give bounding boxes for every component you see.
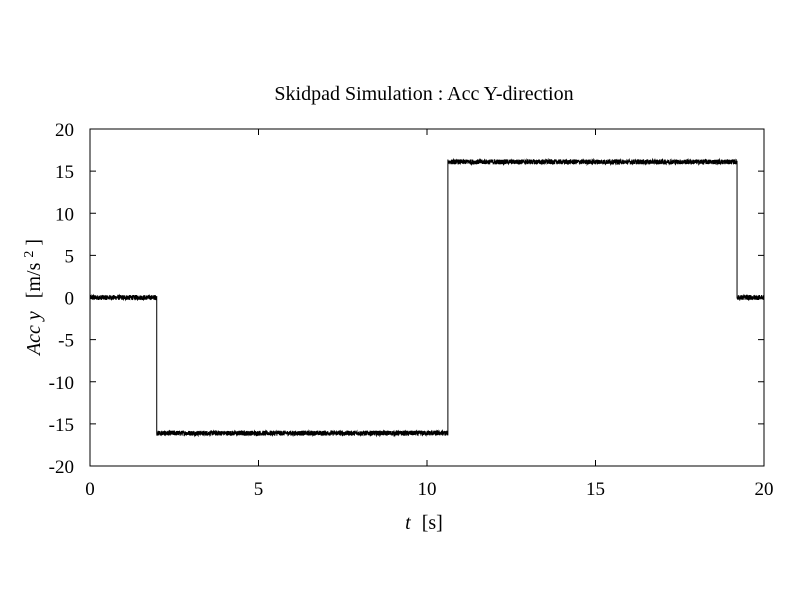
y-tick-label: -10 bbox=[49, 373, 74, 394]
y-axis-ticks bbox=[90, 128, 764, 467]
x-tick-label: 20 bbox=[755, 479, 774, 500]
y-tick-label: 0 bbox=[65, 289, 75, 310]
x-axis-label: t [s] bbox=[405, 512, 443, 534]
y-axis-label-variable: Acc y bbox=[23, 311, 45, 357]
x-axis-label-variable: t bbox=[405, 512, 411, 534]
y-tick-label: 5 bbox=[65, 246, 75, 267]
plot-frame bbox=[89, 128, 765, 467]
x-tick-label: 15 bbox=[586, 479, 605, 500]
chart-title: Skidpad Simulation : Acc Y-direction bbox=[274, 83, 573, 105]
y-tick-label: 20 bbox=[55, 120, 74, 141]
y-tick-label: 10 bbox=[55, 204, 74, 225]
x-tick-label: 0 bbox=[85, 479, 95, 500]
x-axis-ticks bbox=[89, 129, 765, 466]
y-tick-label: -5 bbox=[58, 331, 74, 352]
x-axis-label-unit: [s] bbox=[422, 512, 443, 534]
x-tick-label: 10 bbox=[418, 479, 437, 500]
y-tick-label: -15 bbox=[49, 415, 74, 436]
y-axis-label-superscript: 2 bbox=[22, 251, 37, 258]
x-axis-tick-labels: 0 5 10 15 20 bbox=[85, 479, 773, 500]
y-tick-label: -20 bbox=[49, 457, 74, 478]
y-tick-label: 15 bbox=[55, 162, 74, 183]
y-axis-label-unit: [m/s bbox=[23, 262, 45, 298]
y-axis-label-unit-end: ] bbox=[23, 239, 45, 246]
y-axis-label: Acc y [m/s 2 ] bbox=[16, 239, 45, 357]
x-tick-label: 5 bbox=[254, 479, 264, 500]
series-line-acc-y bbox=[89, 157, 765, 438]
y-axis-tick-labels: -20 -15 -10 -5 0 5 10 15 20 bbox=[49, 120, 74, 478]
